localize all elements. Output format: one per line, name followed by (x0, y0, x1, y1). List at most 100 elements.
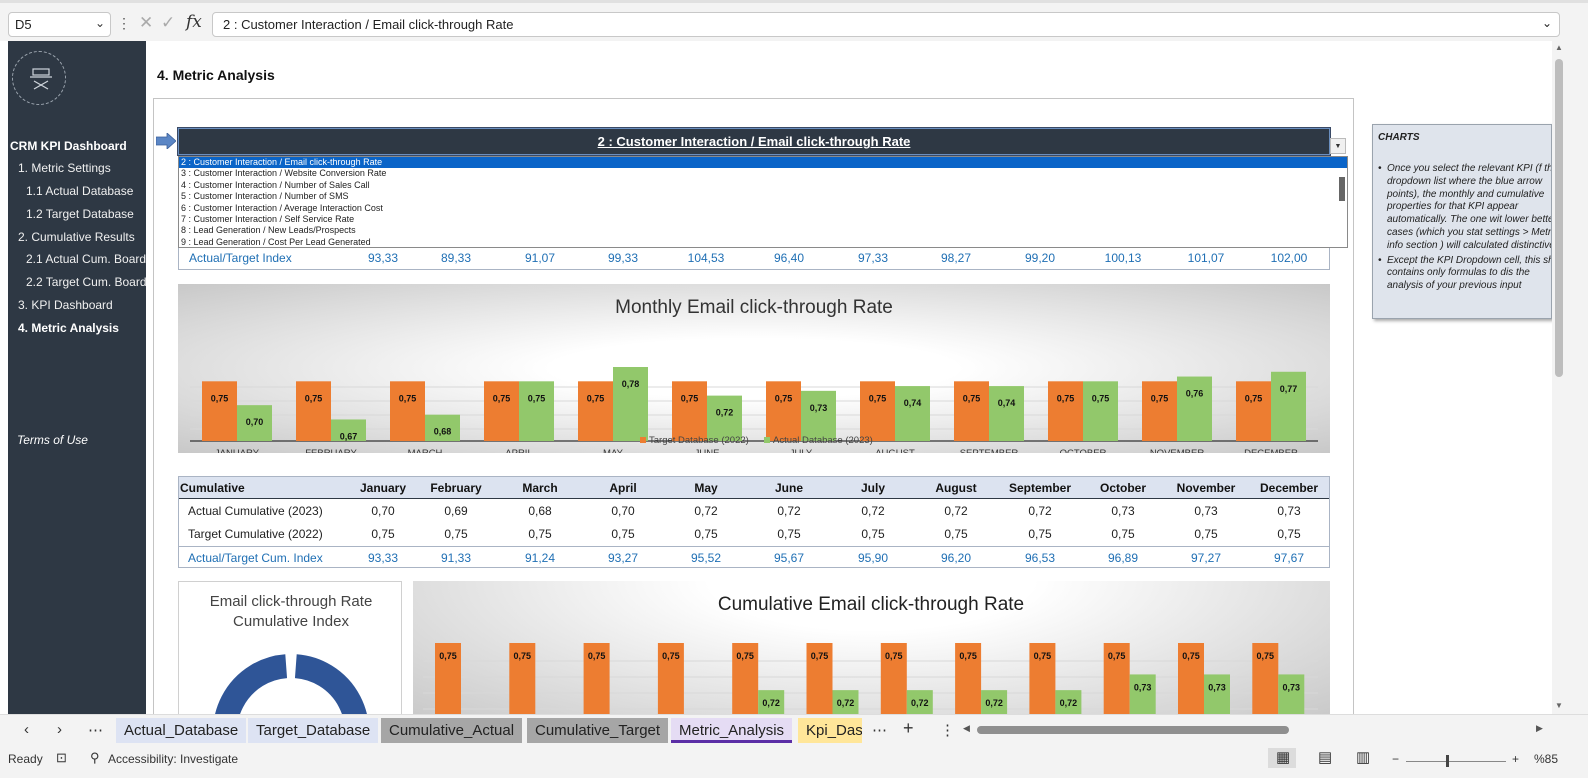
table-cell: 0,73 (1277, 504, 1301, 518)
sidebar-item-kpi-dashboard[interactable]: 3. KPI Dashboard (18, 298, 113, 312)
dropdown-option[interactable]: 9 : Lead Generation / Cost Per Lead Gene… (181, 236, 371, 247)
bar (1278, 674, 1305, 714)
donut-title-line-1: Email click-through Rate (209, 593, 373, 610)
bar (1178, 643, 1204, 714)
data-label: 0,70 (246, 417, 264, 427)
bar (732, 643, 759, 714)
bar (981, 690, 1008, 714)
tab-cumulative-actual[interactable]: Cumulative_Actual (381, 718, 523, 743)
table-cell: 97,67 (1273, 551, 1305, 565)
table-cell: 0,73 (1111, 504, 1135, 518)
sidebar-item-cumulative-results[interactable]: 2. Cumulative Results (18, 230, 135, 244)
data-label: 0,74 (904, 398, 922, 408)
dropdown-option[interactable]: 4 : Customer Interaction / Number of Sal… (181, 179, 370, 190)
more-sheets-icon[interactable]: ⋯ (88, 722, 103, 739)
more-tabs-icon[interactable]: ⋯ (872, 722, 887, 739)
dropdown-option[interactable]: 2 : Customer Interaction / Email click-t… (179, 157, 1347, 169)
index-value: 102,00 (1270, 251, 1308, 265)
normal-view-icon[interactable]: ▦ (1276, 749, 1291, 766)
dropdown-option[interactable]: 3 : Customer Interaction / Website Conve… (181, 168, 387, 179)
chevron-down-icon[interactable]: ⌄ (94, 16, 105, 30)
column-header: October (1099, 481, 1146, 495)
scroll-right-icon[interactable]: ▶ (1536, 723, 1543, 733)
next-sheet-icon[interactable]: › (57, 721, 62, 738)
kpi-dropdown-cell[interactable]: 2 : Customer Interaction / Email click-t… (177, 127, 1331, 156)
dropdown-option[interactable]: 5 : Customer Interaction / Number of SMS (181, 191, 349, 202)
terms-of-use-link[interactable]: Terms of Use (17, 433, 88, 447)
cumulative-chart[interactable]: Cumulative Email click-through Rate 0,75 0… (413, 581, 1330, 714)
data-label: 0,75 (399, 393, 417, 403)
horizontal-scrollbar[interactable]: ◀ ▶ (961, 723, 1549, 737)
dropdown-option[interactable]: 8 : Lead Generation / New Leads/Prospect… (181, 225, 356, 236)
tab-cumulative-target[interactable]: Cumulative_Target (527, 718, 669, 743)
charts-note[interactable]: CHARTS Once you select the relevant KPI … (1372, 124, 1552, 319)
bar (657, 643, 684, 714)
zoom-slider-track[interactable] (1406, 761, 1506, 762)
vertical-scrollbar[interactable]: ▲ ▼ (1552, 41, 1568, 714)
index-value: 93,33 (367, 251, 399, 265)
data-label: 0,72 (762, 698, 780, 708)
enter-check-icon[interactable]: ✓ (161, 13, 176, 32)
note-bullet: Except the KPI Dropdown cell, this sheet… (1378, 255, 1551, 293)
bar (583, 643, 610, 714)
bar (766, 381, 801, 441)
dropdown-option[interactable]: 6 : Customer Interaction / Average Inter… (181, 202, 383, 213)
name-box[interactable]: D5 ⌄ (8, 12, 111, 37)
sidebar-item-actual-cum-board[interactable]: 2.1 Actual Cum. Board (26, 252, 147, 266)
vertical-scroll-thumb[interactable] (1555, 59, 1563, 377)
page-title: 4. Metric Analysis (157, 67, 275, 83)
sheet-options-icon[interactable]: ⋮ (940, 722, 955, 739)
bar (707, 395, 742, 441)
table-row: Target Cumulative (2022) 0,75 0,75 0,75 0,75… (179, 523, 1329, 546)
data-label: 0,67 (340, 431, 358, 441)
bar (989, 386, 1024, 441)
bar (1142, 381, 1177, 441)
page-break-preview-icon[interactable]: ▥ (1356, 749, 1371, 766)
tab-metric-analysis[interactable]: Metric_Analysis (671, 718, 793, 743)
sidebar-item-target-database[interactable]: 1.2 Target Database (26, 207, 134, 221)
macro-record-icon[interactable]: ⊡ (56, 750, 67, 765)
sidebar: CRM KPI Dashboard 1. Metric Settings 1.1… (8, 41, 147, 714)
sidebar-item-target-cum-board[interactable]: 2.2 Target Cum. Board (26, 275, 147, 289)
more-options-icon[interactable]: ⋮ (117, 15, 131, 31)
sidebar-item-actual-database[interactable]: 1.1 Actual Database (26, 184, 134, 198)
bar (237, 405, 272, 441)
index-value: 98,27 (940, 251, 972, 265)
tick-label: MARCH (408, 448, 443, 453)
dropdown-arrow-icon[interactable]: ▼ (1330, 138, 1346, 154)
sidebar-item-metric-analysis[interactable]: 4. Metric Analysis (18, 321, 119, 335)
zoom-slider-thumb[interactable] (1446, 755, 1449, 767)
add-sheet-icon[interactable]: + (903, 718, 914, 738)
accessibility-status[interactable]: Accessibility: Investigate (108, 752, 239, 766)
zoom-level[interactable]: %85 (1534, 752, 1559, 766)
prev-sheet-icon[interactable]: ‹ (24, 721, 29, 738)
scroll-left-icon[interactable]: ◀ (963, 723, 970, 733)
sidebar-item-metric-settings[interactable]: 1. Metric Settings (18, 161, 111, 175)
accessibility-icon[interactable]: ⚲ (90, 750, 100, 765)
kpi-dropdown-list[interactable]: 2 : Customer Interaction / Email click-t… (178, 156, 1348, 248)
monthly-chart[interactable]: Monthly Email click-through Rate 0,75 0,70… (178, 284, 1330, 453)
insert-function-icon[interactable]: fx (186, 12, 202, 32)
cumulative-index-donut[interactable]: Email click-through Rate Cumulative Inde… (178, 581, 402, 714)
tab-target-database[interactable]: Target_Database (248, 718, 379, 743)
horizontal-scroll-thumb[interactable] (977, 726, 1289, 734)
table-cell: 0,68 (528, 504, 552, 518)
expand-formula-icon[interactable]: ⌄ (1541, 16, 1552, 30)
data-label: 0,75 (211, 393, 229, 403)
dropdown-option[interactable]: 7 : Customer Interaction / Self Service … (181, 213, 355, 224)
scroll-down-icon[interactable]: ▼ (1555, 701, 1563, 710)
zoom-in-icon[interactable]: + (1512, 752, 1520, 766)
scroll-up-icon[interactable]: ▲ (1555, 43, 1563, 52)
bar (1236, 381, 1271, 441)
worksheet[interactable]: CRM KPI Dashboard 1. Metric Settings 1.1… (0, 41, 1552, 714)
dropdown-scrollbar[interactable] (1339, 177, 1345, 201)
bar (1252, 643, 1279, 714)
data-label: 0,75 (775, 393, 793, 403)
zoom-out-icon[interactable]: − (1392, 752, 1400, 766)
formula-input[interactable]: 2 : Customer Interaction / Email click-t… (212, 12, 1560, 37)
tab-kpi-dashboard[interactable]: Kpi_Dash (798, 718, 862, 743)
bar (1029, 643, 1056, 714)
tab-actual-database[interactable]: Actual_Database (116, 718, 247, 743)
cancel-icon[interactable]: ✕ (139, 13, 154, 32)
page-layout-icon[interactable]: ▤ (1318, 749, 1333, 766)
